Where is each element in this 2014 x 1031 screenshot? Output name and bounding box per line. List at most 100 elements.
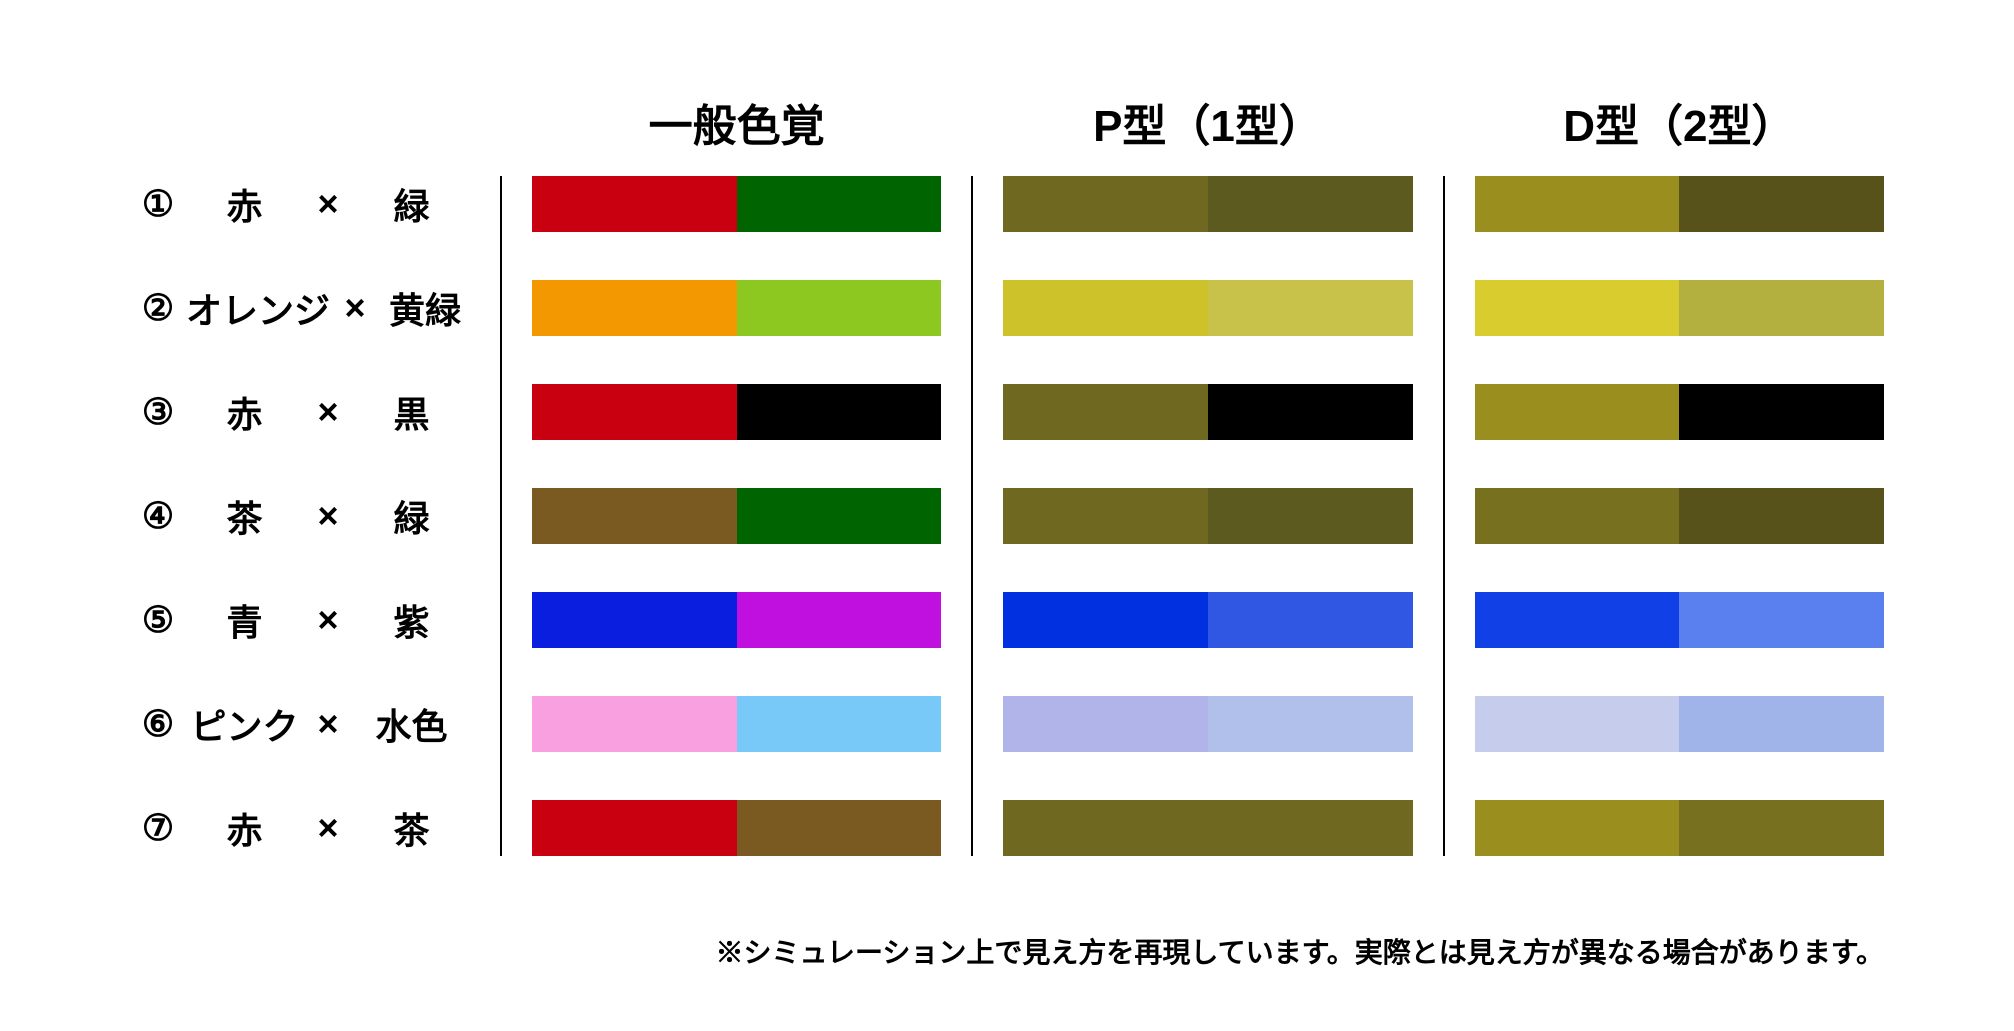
swatch-row: [1475, 280, 1884, 336]
separator-x: ×: [330, 287, 380, 329]
row-number: ②: [130, 287, 186, 329]
swatch-pair-d-type: [1475, 280, 1884, 336]
swatch-row: [1475, 592, 1884, 648]
label-row: ⑥ピンク×水色: [130, 696, 470, 752]
swatch-right: [1679, 696, 1884, 752]
color1-label: 青: [186, 594, 303, 646]
swatch-left: [532, 280, 737, 336]
row-number: ③: [130, 391, 186, 433]
swatch-row: [532, 696, 941, 752]
color1-label: 赤: [186, 386, 303, 438]
swatch-left: [1475, 176, 1680, 232]
swatch-row: [532, 280, 941, 336]
row-number: ⑤: [130, 599, 186, 641]
footnote: ※シミュレーション上で見え方を再現しています。実際とは見え方が異なる場合がありま…: [716, 931, 1884, 971]
swatch-pair-p-type: [1003, 280, 1412, 336]
swatch-left: [1003, 280, 1208, 336]
swatch-left: [1475, 696, 1680, 752]
swatch-right: [1679, 592, 1884, 648]
swatch-pair-d-type: [1475, 176, 1884, 232]
label-row: ①赤×緑: [130, 176, 470, 232]
swatch-pair-normal: [532, 696, 941, 752]
swatch-pair-p-type: [1003, 176, 1412, 232]
swatch-row: [1475, 488, 1884, 544]
color1-label: 茶: [186, 490, 303, 542]
separator-x: ×: [303, 391, 353, 433]
swatch-left: [1003, 800, 1208, 856]
swatch-left: [1003, 176, 1208, 232]
column-p-type: [1003, 176, 1412, 856]
swatch-left: [1475, 800, 1680, 856]
swatch-right: [1679, 488, 1884, 544]
header-divider-1: [500, 90, 502, 176]
row-number: ⑥: [130, 703, 186, 745]
swatch-pair-p-type: [1003, 696, 1412, 752]
swatch-left: [1003, 592, 1208, 648]
color2-label: 緑: [353, 490, 470, 542]
separator-x: ×: [303, 183, 353, 225]
color2-label: 緑: [353, 178, 470, 230]
color2-label: 紫: [353, 594, 470, 646]
column-normal: [532, 176, 941, 856]
swatch-left: [1475, 592, 1680, 648]
color2-label: 水色: [353, 698, 470, 750]
swatch-right: [737, 488, 942, 544]
label-row: ⑤青×紫: [130, 592, 470, 648]
color2-label: 黒: [353, 386, 470, 438]
swatch-right: [1679, 176, 1884, 232]
swatch-pair-d-type: [1475, 488, 1884, 544]
swatch-left: [532, 384, 737, 440]
swatch-right: [737, 384, 942, 440]
header-spacer: [130, 90, 470, 112]
header-divider-3: [1443, 90, 1445, 176]
color1-label: ピンク: [186, 698, 303, 750]
separator-x: ×: [303, 703, 353, 745]
swatch-left: [1003, 696, 1208, 752]
separator-x: ×: [303, 599, 353, 641]
swatch-left: [1475, 280, 1680, 336]
swatch-left: [532, 800, 737, 856]
swatch-pair-d-type: [1475, 800, 1884, 856]
swatch-right: [1208, 696, 1413, 752]
swatch-row: [1003, 800, 1412, 856]
color1-label: オレンジ: [186, 282, 330, 334]
swatch-left: [532, 592, 737, 648]
swatch-pair-d-type: [1475, 592, 1884, 648]
swatch-right: [1679, 384, 1884, 440]
swatch-pair-p-type: [1003, 800, 1412, 856]
vline-1: [500, 176, 502, 856]
header-d-type: D型（2型）: [1475, 90, 1884, 176]
label-column: ①赤×緑②オレンジ×黄緑③赤×黒④茶×緑⑤青×紫⑥ピンク×水色⑦赤×茶: [130, 176, 470, 856]
swatch-left: [532, 488, 737, 544]
color1-label: 赤: [186, 802, 303, 854]
swatch-right: [737, 800, 942, 856]
swatch-row: [1475, 696, 1884, 752]
swatch-pair-p-type: [1003, 384, 1412, 440]
swatch-row: [532, 176, 941, 232]
swatch-left: [1475, 488, 1680, 544]
swatch-row: [1475, 800, 1884, 856]
swatch-right: [737, 592, 942, 648]
swatch-right: [1679, 800, 1884, 856]
vline-2: [971, 176, 973, 856]
swatch-pair-normal: [532, 384, 941, 440]
color1-label: 赤: [186, 178, 303, 230]
swatch-right: [737, 280, 942, 336]
swatch-pair-p-type: [1003, 592, 1412, 648]
label-row: ④茶×緑: [130, 488, 470, 544]
chart-grid: 一般色覚 P型（1型） D型（2型） ①赤×緑②オレンジ×黄緑③赤×黒④茶×緑⑤…: [130, 90, 1884, 856]
color2-label: 黄緑: [380, 282, 470, 334]
swatch-left: [1003, 384, 1208, 440]
separator-x: ×: [303, 495, 353, 537]
swatch-pair-normal: [532, 280, 941, 336]
swatch-left: [1475, 384, 1680, 440]
label-row: ⑦赤×茶: [130, 800, 470, 856]
header-p-type: P型（1型）: [1003, 90, 1412, 176]
swatch-row: [1003, 280, 1412, 336]
swatch-pair-normal: [532, 592, 941, 648]
column-d-type: [1475, 176, 1884, 856]
swatch-right: [1208, 488, 1413, 544]
swatch-right: [1208, 592, 1413, 648]
separator-x: ×: [303, 807, 353, 849]
color2-label: 茶: [353, 802, 470, 854]
